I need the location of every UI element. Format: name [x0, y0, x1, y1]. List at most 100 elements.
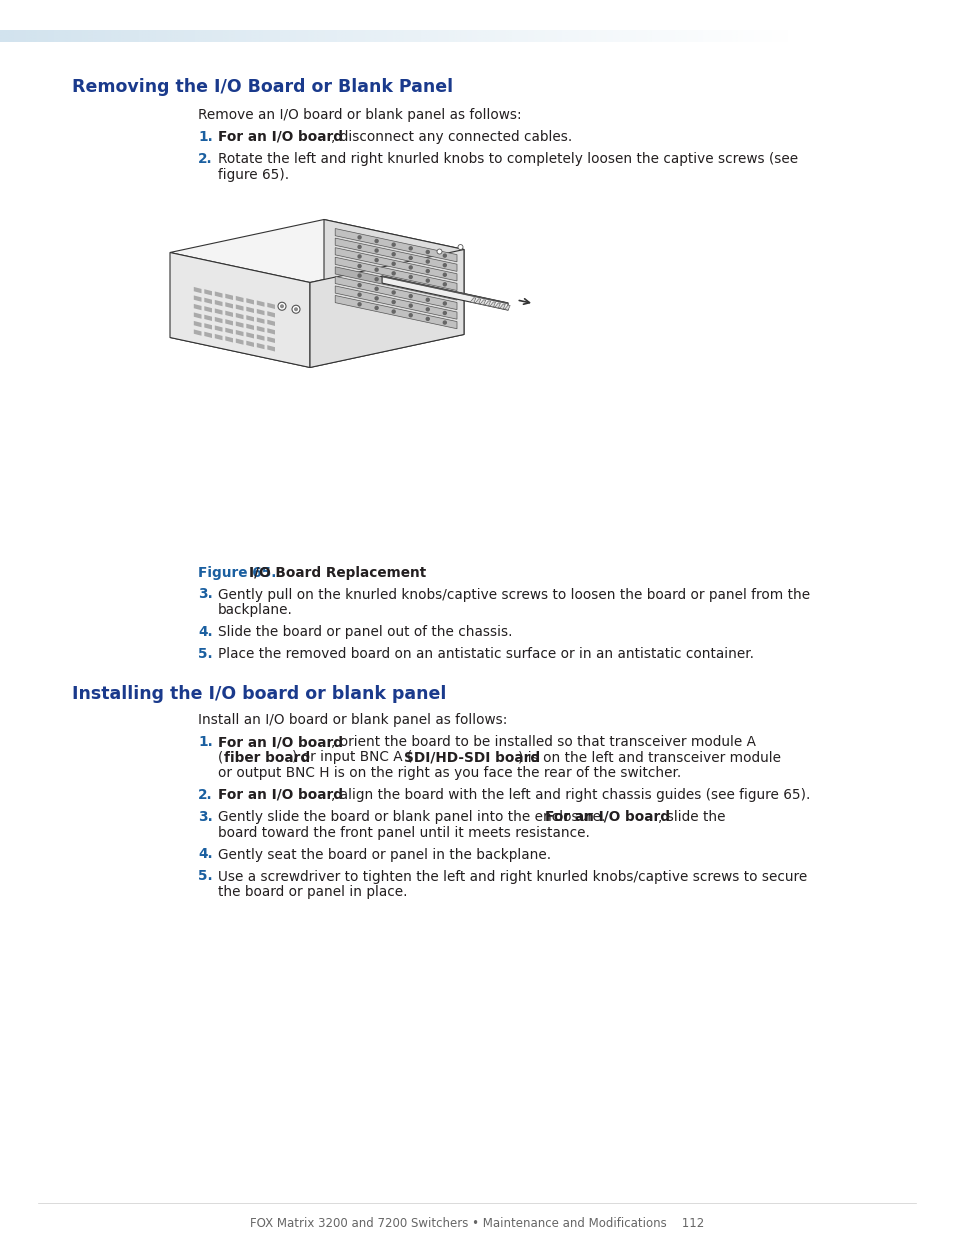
Text: For an I/O board: For an I/O board [218, 735, 343, 748]
Text: (: ( [218, 751, 223, 764]
Circle shape [426, 299, 429, 301]
Circle shape [375, 278, 377, 280]
Polygon shape [246, 315, 253, 321]
Polygon shape [170, 305, 463, 368]
Circle shape [409, 295, 412, 298]
Polygon shape [246, 324, 253, 330]
Circle shape [280, 304, 284, 309]
Polygon shape [246, 306, 253, 312]
Text: 4.: 4. [198, 847, 213, 862]
Text: Install an I/O board or blank panel as follows:: Install an I/O board or blank panel as f… [198, 713, 507, 727]
Polygon shape [256, 300, 264, 306]
Text: I/O Board Replacement: I/O Board Replacement [249, 566, 426, 579]
Polygon shape [204, 298, 212, 304]
Polygon shape [310, 249, 463, 368]
Circle shape [357, 303, 360, 306]
Text: For an I/O board: For an I/O board [544, 810, 669, 824]
Circle shape [436, 249, 441, 254]
Polygon shape [235, 321, 243, 327]
Text: Gently slide the board or blank panel into the enclosure.: Gently slide the board or blank panel in… [218, 810, 609, 824]
Text: Place the removed board on an antistatic surface or in an antistatic container.: Place the removed board on an antistatic… [218, 647, 753, 661]
Polygon shape [193, 295, 201, 301]
Circle shape [443, 273, 446, 277]
Polygon shape [504, 305, 510, 310]
Circle shape [426, 289, 429, 291]
Circle shape [392, 300, 395, 304]
Polygon shape [335, 295, 456, 329]
Text: 3.: 3. [198, 588, 213, 601]
Polygon shape [235, 330, 243, 336]
Polygon shape [235, 296, 243, 303]
Polygon shape [495, 303, 500, 308]
Circle shape [375, 249, 377, 252]
Circle shape [409, 247, 412, 249]
Polygon shape [193, 312, 201, 319]
Polygon shape [235, 312, 243, 320]
Text: fiber board: fiber board [224, 751, 310, 764]
Circle shape [392, 310, 395, 314]
Text: Installing the I/O board or blank panel: Installing the I/O board or blank panel [71, 685, 446, 703]
Text: Gently pull on the knurled knobs/captive screws to loosen the board or panel fro: Gently pull on the knurled knobs/captive… [218, 588, 809, 601]
Circle shape [426, 251, 429, 253]
Polygon shape [475, 299, 480, 304]
Text: Figure 65.: Figure 65. [198, 566, 276, 579]
Circle shape [426, 269, 429, 273]
Text: , align the board with the left and right chassis guides (see figure 65).: , align the board with the left and righ… [331, 788, 809, 802]
Circle shape [443, 321, 446, 324]
Polygon shape [214, 309, 222, 315]
Circle shape [409, 257, 412, 259]
Circle shape [375, 288, 377, 290]
Circle shape [443, 293, 446, 295]
Polygon shape [204, 332, 212, 338]
Polygon shape [267, 345, 274, 352]
Text: Use a screwdriver to tighten the left and right knurled knobs/captive screws to : Use a screwdriver to tighten the left an… [218, 869, 806, 883]
Text: or output BNC H is on the right as you face the rear of the switcher.: or output BNC H is on the right as you f… [218, 766, 680, 781]
Polygon shape [256, 317, 264, 324]
Polygon shape [193, 304, 201, 310]
Circle shape [375, 306, 377, 310]
Polygon shape [490, 301, 495, 308]
Polygon shape [204, 315, 212, 321]
Text: Slide the board or panel out of the chassis.: Slide the board or panel out of the chas… [218, 625, 512, 638]
Text: the board or panel in place.: the board or panel in place. [218, 885, 407, 899]
Polygon shape [499, 304, 505, 309]
Polygon shape [225, 327, 233, 333]
Circle shape [375, 296, 377, 300]
Circle shape [392, 272, 395, 275]
Polygon shape [267, 311, 274, 317]
Circle shape [426, 308, 429, 311]
Polygon shape [267, 303, 274, 309]
Polygon shape [193, 330, 201, 336]
Text: For an I/O board: For an I/O board [218, 788, 343, 802]
Polygon shape [335, 228, 456, 262]
Polygon shape [204, 306, 212, 312]
Text: FOX Matrix 3200 and 7200 Switchers • Maintenance and Modifications    112: FOX Matrix 3200 and 7200 Switchers • Mai… [250, 1216, 703, 1230]
Circle shape [357, 264, 360, 268]
Circle shape [409, 285, 412, 288]
Circle shape [443, 301, 446, 305]
Circle shape [357, 254, 360, 258]
Text: , slide the: , slide the [658, 810, 724, 824]
Circle shape [409, 266, 412, 269]
Circle shape [457, 245, 462, 249]
Circle shape [292, 305, 299, 314]
Polygon shape [470, 298, 476, 303]
Polygon shape [170, 220, 463, 283]
Polygon shape [267, 337, 274, 343]
Text: SDI/HD-SDI board: SDI/HD-SDI board [403, 751, 539, 764]
Text: 2.: 2. [198, 788, 213, 802]
Text: 3.: 3. [198, 810, 213, 824]
Text: ) is on the left and transceiver module: ) is on the left and transceiver module [517, 751, 781, 764]
Polygon shape [335, 257, 456, 290]
Polygon shape [335, 287, 456, 319]
Circle shape [357, 246, 360, 248]
Circle shape [375, 258, 377, 262]
Circle shape [392, 262, 395, 266]
Polygon shape [214, 300, 222, 306]
Circle shape [357, 236, 360, 238]
Polygon shape [204, 324, 212, 330]
Circle shape [443, 311, 446, 315]
Circle shape [409, 314, 412, 316]
Circle shape [443, 264, 446, 267]
Polygon shape [246, 298, 253, 305]
